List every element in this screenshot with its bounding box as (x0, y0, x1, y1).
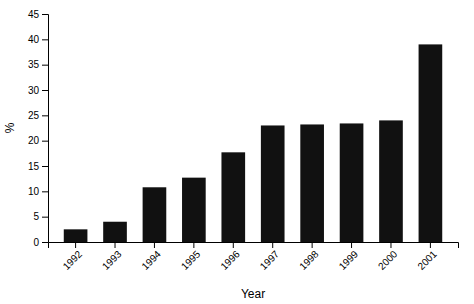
y-tick: 10 (28, 186, 48, 197)
y-tick-mark (42, 65, 48, 66)
y-tick-mark (42, 191, 48, 192)
x-tick-mark (193, 242, 194, 248)
x-tick: 2001 (415, 242, 439, 272)
y-tick-label: 45 (28, 9, 40, 20)
bars (64, 44, 442, 242)
bar (64, 229, 88, 242)
bar (182, 178, 206, 242)
y-tick-mark (42, 242, 48, 243)
y-tick-mark (42, 217, 48, 218)
x-tick: 2000 (376, 242, 400, 272)
x-axis: 1992 1993 1994 1995 1996 1997 1998 1999 2000 2001 (49, 242, 459, 272)
y-tick: 45 (28, 9, 48, 20)
x-tick: 1997 (258, 242, 282, 272)
y-tick-mark (42, 115, 48, 116)
y-tick-label: 35 (28, 59, 40, 70)
y-tick: 35 (28, 59, 48, 70)
x-tick-mark (430, 242, 431, 248)
x-tick-label: 1993 (100, 248, 124, 272)
y-tick: 40 (28, 34, 48, 45)
x-tick-mark (75, 242, 76, 248)
bar (143, 187, 167, 242)
x-tick: 1996 (218, 242, 242, 272)
y-tick-label: 15 (28, 161, 40, 172)
x-tick-label: 1996 (218, 248, 242, 272)
x-tick-label: 2000 (376, 248, 400, 272)
x-axis-title: Year (241, 287, 265, 301)
bar (221, 152, 245, 242)
y-tick-label: 30 (28, 85, 40, 96)
y-tick: 0 (33, 237, 48, 248)
y-tick-label: 25 (28, 110, 40, 121)
plot-area: 1992199319941995199619971998199920002001… (28, 9, 459, 272)
x-tick-label: 2001 (415, 248, 439, 272)
x-tick-mark (312, 242, 313, 248)
y-tick: 30 (28, 85, 48, 96)
chart-container: 1992199319941995199619971998199920002001… (0, 0, 474, 304)
x-tick: 1998 (297, 242, 321, 272)
y-axis-line (42, 15, 49, 243)
bar (379, 120, 403, 242)
y-tick-mark (42, 166, 48, 167)
x-axis-line (49, 243, 459, 249)
x-tick-mark (390, 242, 391, 248)
y-tick: 20 (28, 135, 48, 146)
x-tick: 1999 (337, 242, 361, 272)
x-tick-mark (351, 242, 352, 248)
y-tick: 25 (28, 110, 48, 121)
y-tick-label: 10 (28, 186, 40, 197)
chart-svg: 1992199319941995199619971998199920002001… (0, 0, 474, 304)
x-tick: 1994 (139, 242, 163, 272)
y-tick-label: 0 (33, 237, 39, 248)
y-axis-title: % (3, 122, 17, 133)
y-tick-mark (42, 90, 48, 91)
bar (300, 124, 324, 242)
y-tick-label: 5 (33, 211, 39, 222)
y-tick-label: 20 (28, 135, 40, 146)
x-tick-label: 1998 (297, 248, 321, 272)
x-tick: 1995 (179, 242, 203, 272)
x-tick-mark (154, 242, 155, 248)
x-tick-mark (115, 242, 116, 248)
y-tick: 5 (33, 211, 48, 222)
x-tick-label: 1997 (258, 248, 282, 272)
y-tick-mark (42, 39, 48, 40)
bar (103, 222, 127, 242)
y-tick-mark (42, 14, 48, 15)
x-tick-label: 1994 (139, 248, 163, 272)
y-tick: 15 (28, 161, 48, 172)
x-tick-label: 1999 (337, 248, 361, 272)
x-tick-label: 1995 (179, 248, 203, 272)
y-tick-label: 40 (28, 34, 40, 45)
y-axis: 0 5 10 15 20 25 30 35 40 45 (28, 9, 49, 248)
x-tick: 1993 (100, 242, 124, 272)
x-tick: 1992 (61, 242, 85, 272)
bar (261, 125, 285, 242)
bar (340, 123, 364, 242)
y-tick-mark (42, 141, 48, 142)
x-tick-label: 1992 (61, 248, 85, 272)
x-tick-mark (233, 242, 234, 248)
bar (419, 44, 443, 242)
x-tick-mark (272, 242, 273, 248)
